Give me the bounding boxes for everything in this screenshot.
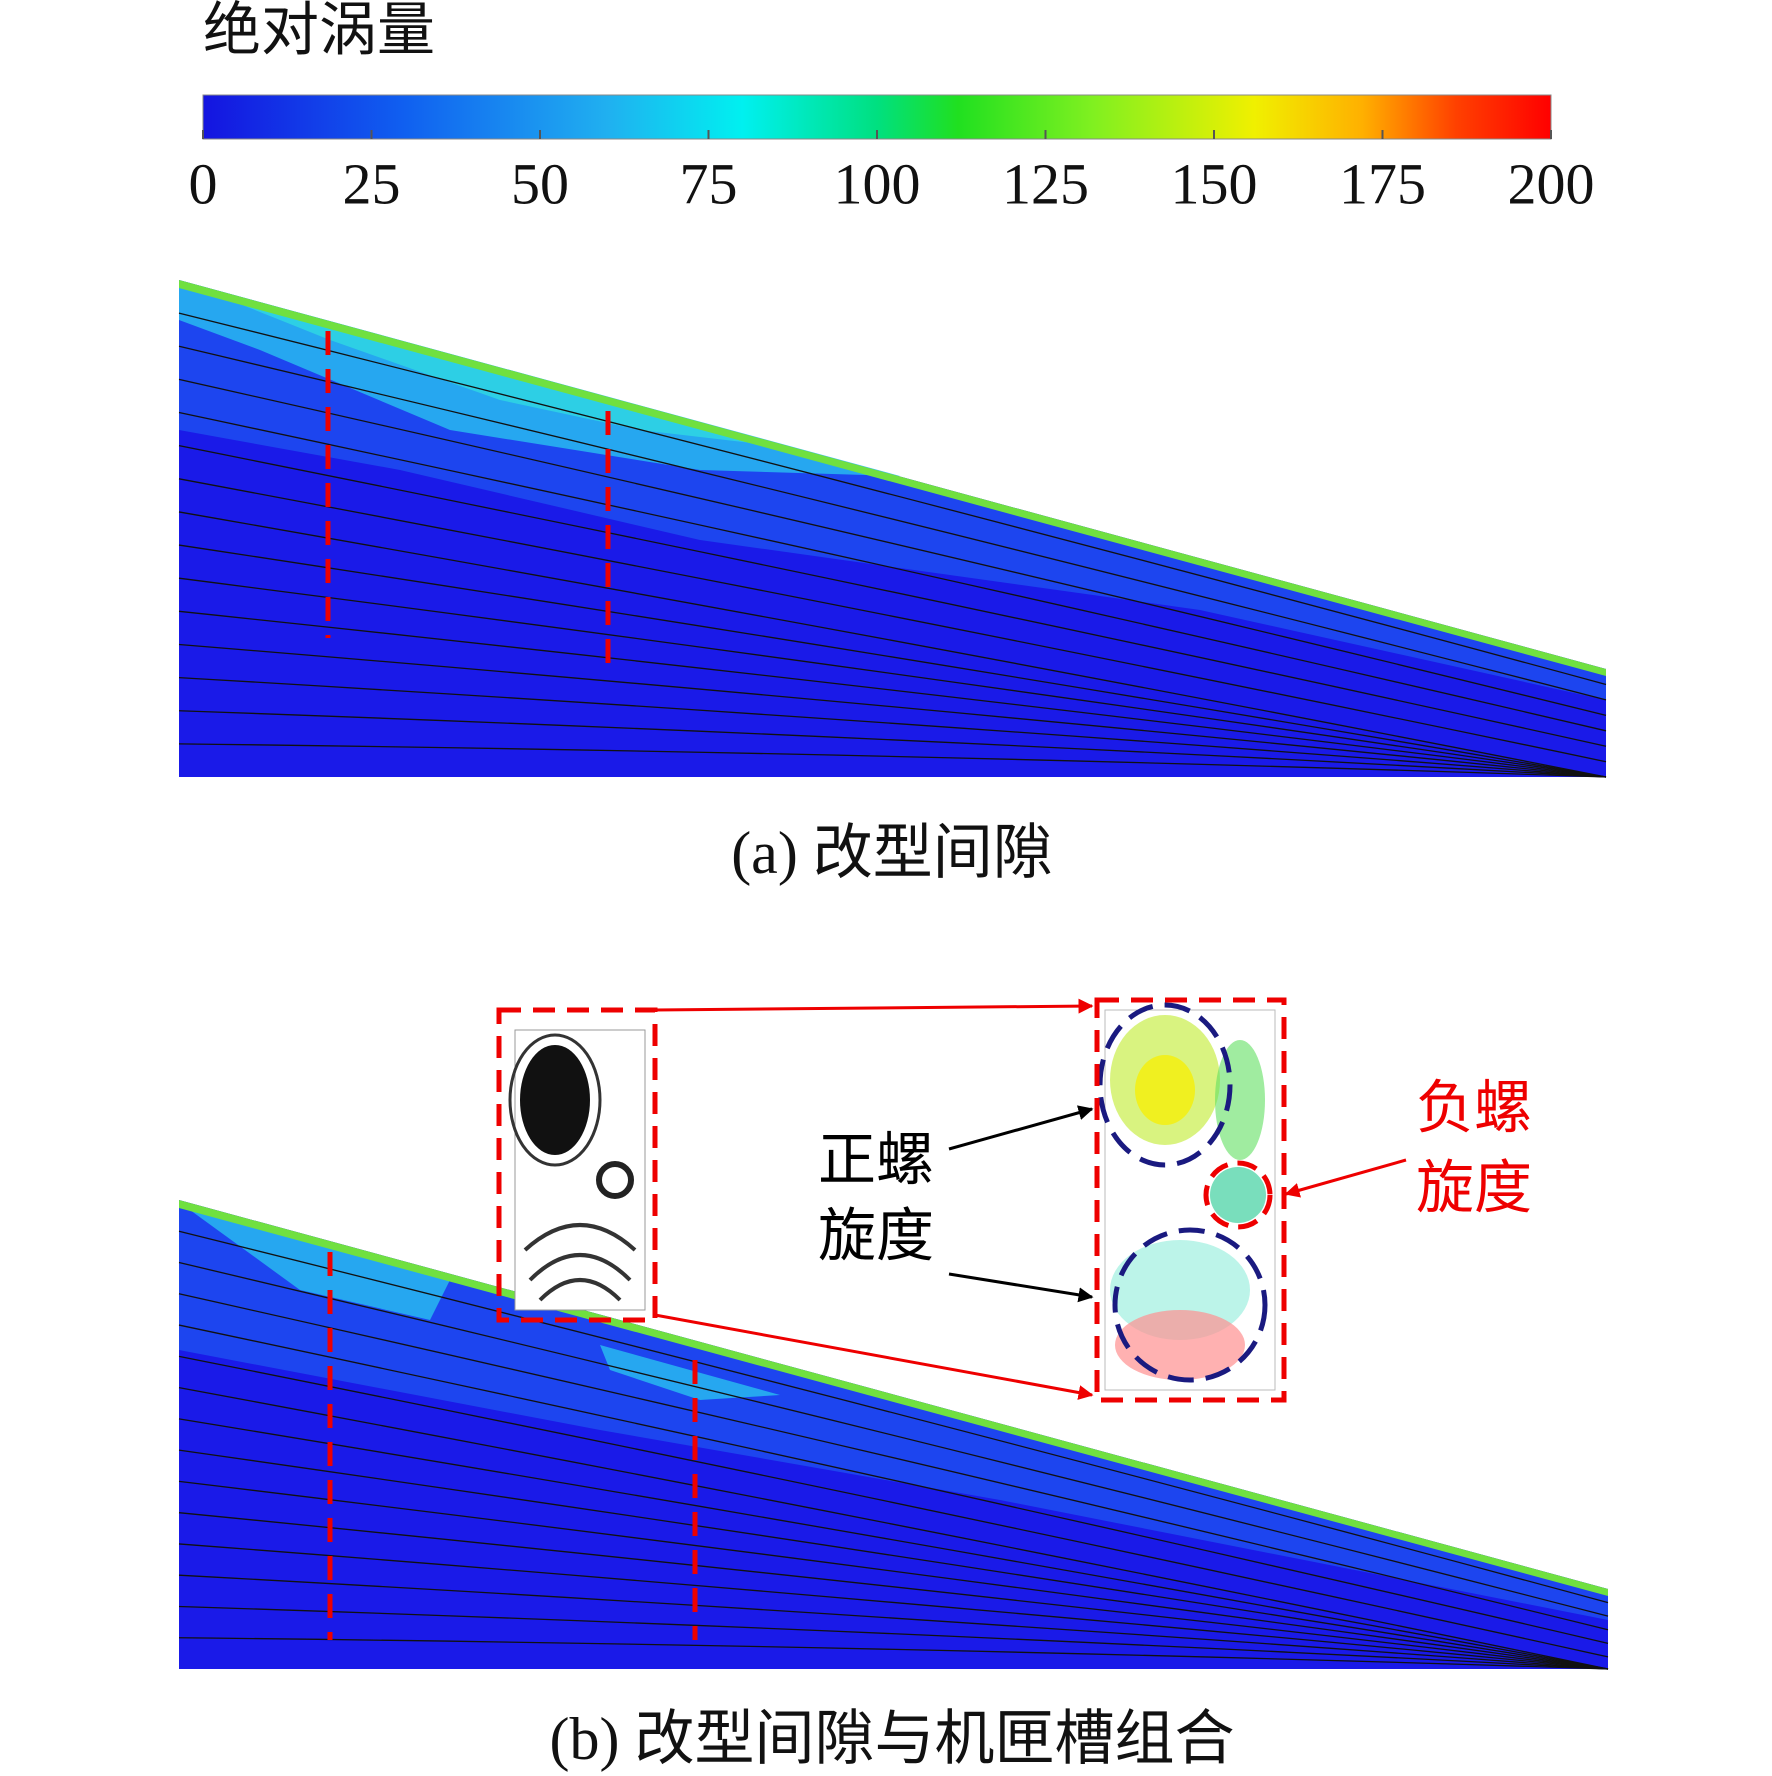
panel-a (178, 280, 1607, 778)
streamline (178, 312, 1607, 686)
streamline (178, 1230, 1609, 1604)
streamline (178, 1480, 1609, 1670)
tick-label: 200 (1508, 151, 1595, 216)
arrow (1284, 1158, 1407, 1198)
tick-label: 150 (1171, 151, 1258, 216)
streamline (178, 478, 1607, 763)
arrow (948, 1272, 1094, 1303)
arrow (654, 998, 1094, 1014)
streamline (178, 743, 1607, 778)
streamline (178, 1512, 1609, 1670)
streamline (178, 577, 1607, 778)
streamline (178, 1355, 1609, 1658)
streamline (178, 1574, 1609, 1670)
inset-right (1094, 997, 1287, 1403)
streamline (178, 345, 1607, 701)
annotation: 旋度 (818, 1203, 934, 1268)
tick-label: 75 (680, 151, 738, 216)
tick-label: 100 (834, 151, 921, 216)
streamline (178, 445, 1607, 747)
streamline (178, 1543, 1609, 1670)
annotation: 负螺 (1416, 1075, 1532, 1140)
caption-b: (b) 改型间隙与机匣槽组合 (550, 1706, 1235, 1772)
streamline (178, 1637, 1609, 1670)
streamline (178, 1261, 1609, 1617)
streamline (178, 1605, 1609, 1670)
streamline (178, 1386, 1609, 1670)
streamline (178, 378, 1607, 716)
streamline (178, 1418, 1609, 1670)
tick-label: 175 (1339, 151, 1426, 216)
streamline (178, 1324, 1609, 1644)
colorbar-title: 绝对涡量 (203, 0, 435, 62)
streamline (178, 710, 1607, 778)
arrow (948, 1105, 1094, 1151)
streamline (178, 511, 1607, 778)
streamline (178, 411, 1607, 732)
tick-label: 125 (1002, 151, 1089, 216)
streamline (178, 676, 1607, 778)
streamline (178, 610, 1607, 778)
tick-label: 0 (189, 151, 218, 216)
caption-a: (a) 改型间隙 (731, 820, 1053, 886)
streamline (178, 1293, 1609, 1631)
streamline (178, 1449, 1609, 1670)
streamline (178, 544, 1607, 778)
streamline (178, 643, 1607, 778)
tick-label: 50 (511, 151, 569, 216)
arrow (654, 1313, 1094, 1400)
panel-b (178, 1200, 1609, 1670)
inset-left (496, 1007, 658, 1323)
tick-label: 25 (343, 151, 401, 216)
annotation: 正螺 (818, 1127, 934, 1192)
annotation: 旋度 (1416, 1155, 1532, 1220)
